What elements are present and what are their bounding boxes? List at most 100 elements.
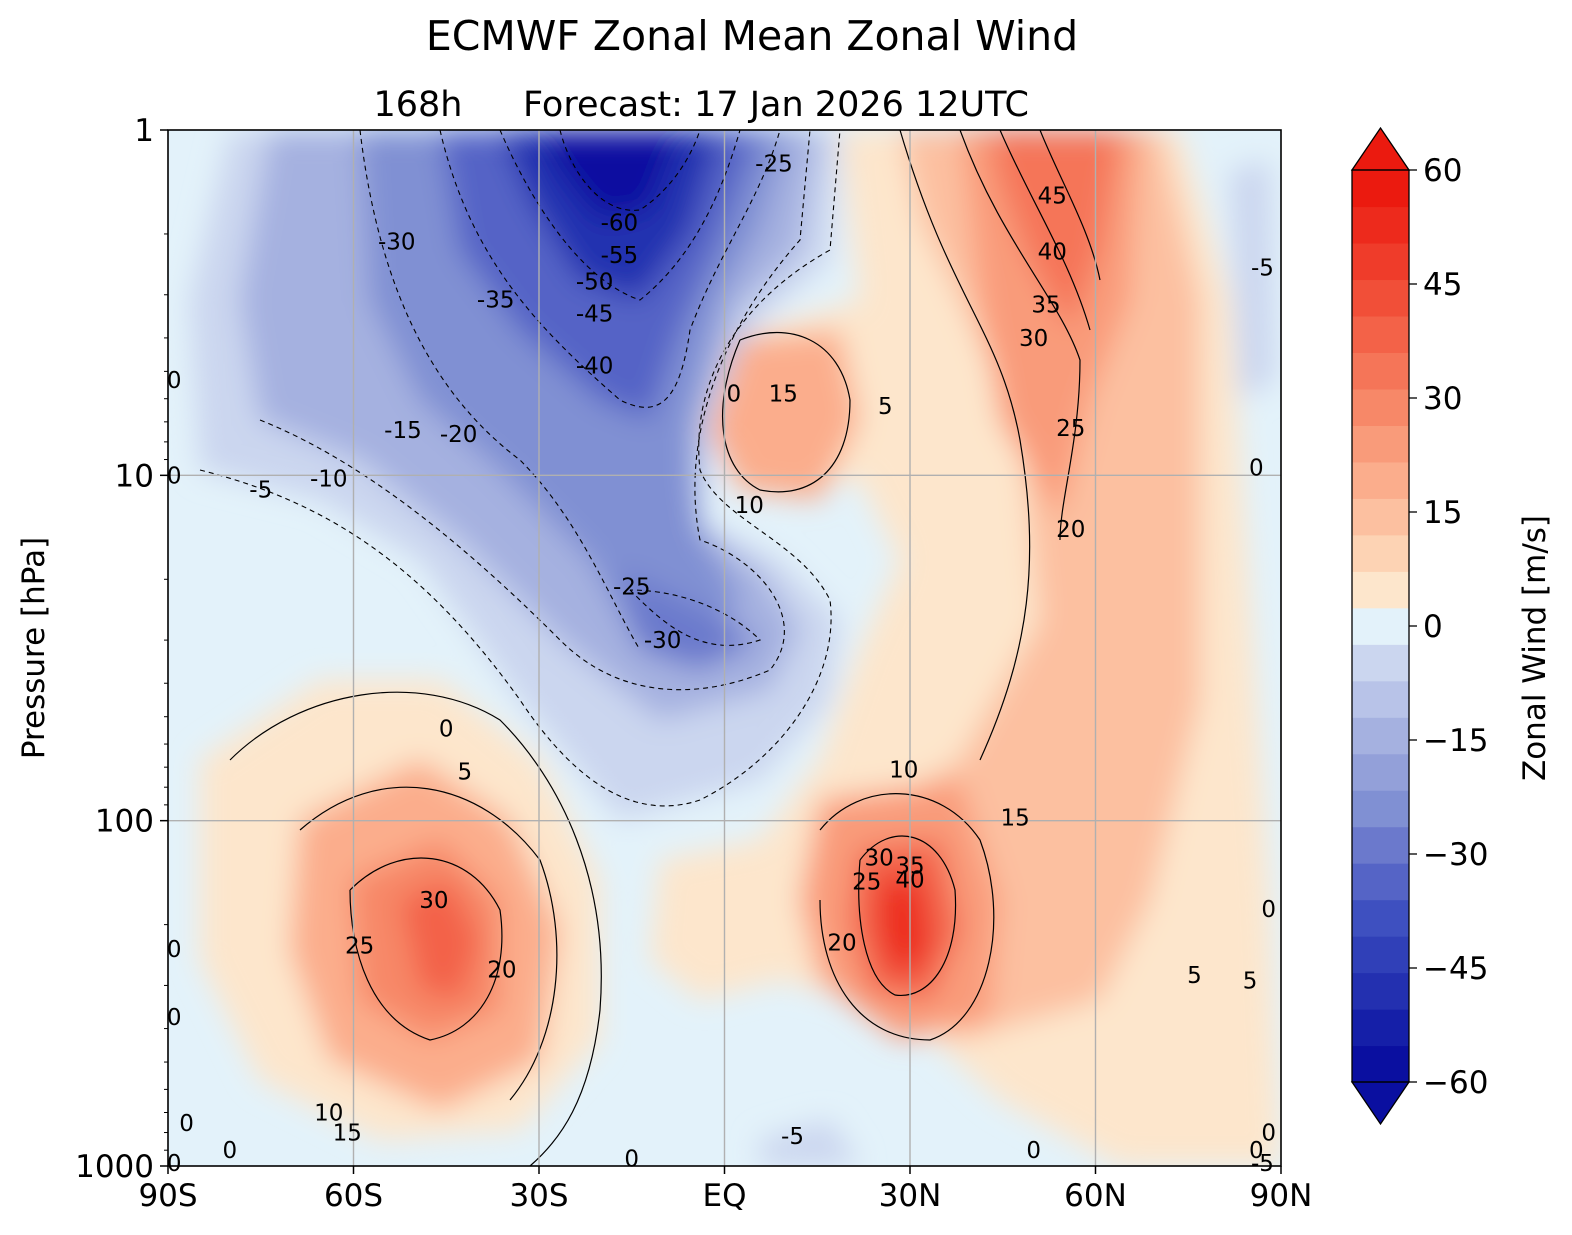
contour-label: 5 (1187, 963, 1202, 989)
contour-label: 5 (457, 759, 472, 785)
colorbar-swatch (1352, 899, 1409, 937)
contour-label: -5 (249, 478, 272, 504)
y-tick-label: 1000 (75, 1149, 154, 1185)
colorbar-swatch (1352, 461, 1409, 499)
contour-label: -5 (1251, 255, 1274, 281)
contour-label: 0 (439, 716, 454, 742)
colorbar-swatch (1352, 717, 1409, 755)
colorbar-tick-label: 45 (1423, 267, 1462, 303)
contour-label: -45 (576, 302, 614, 328)
colorbar-label: Zonal Wind [m/s] (1517, 515, 1553, 781)
colorbar-swatch (1352, 534, 1409, 572)
contour-labels: -25-60-55-50-45-40-35-30-20-15-10-500-25… (167, 151, 1276, 1177)
contour-label: 0 (223, 1138, 238, 1164)
contour-label: 5 (878, 394, 893, 420)
contour-label: 0 (179, 1111, 194, 1137)
contour-label: -40 (576, 353, 614, 379)
contour-label: 0 (726, 382, 741, 408)
colorbar-swatch (1352, 571, 1409, 609)
y-tick-label: 100 (95, 804, 154, 840)
contour-label: 20 (1056, 517, 1085, 543)
contour-label: 25 (1056, 416, 1085, 442)
contour-label: 40 (1038, 240, 1067, 266)
chart-title: ECMWF Zonal Mean Zonal Wind (426, 12, 1078, 60)
colorbar-swatch (1352, 242, 1409, 281)
contour-label: -15 (384, 418, 422, 444)
contour-label: 0 (167, 368, 182, 394)
contour-label: 45 (1038, 184, 1067, 210)
colorbar-swatch (1352, 279, 1409, 317)
colorbar-swatch (1352, 790, 1409, 828)
x-tick-label: 60N (1064, 1178, 1127, 1214)
colorbar-swatch (1352, 170, 1409, 208)
colorbar-extend-max (1350, 126, 1411, 171)
contour-label: 15 (333, 1121, 362, 1147)
colorbar-swatch (1352, 680, 1409, 718)
x-tick-label: 90N (1250, 1178, 1313, 1214)
contour-label: 0 (1249, 1138, 1264, 1164)
contour-label: -55 (601, 243, 639, 269)
colorbar-swatch (1352, 753, 1409, 791)
contour-label: 35 (895, 854, 924, 880)
colorbar-tick-label: −15 (1423, 723, 1488, 759)
y-tick-label: 1 (134, 113, 154, 149)
colorbar-tick-label: 0 (1423, 609, 1443, 645)
colorbar-swatch (1352, 352, 1409, 390)
colorbar-swatch (1352, 425, 1409, 463)
contour-label: 0 (167, 1005, 182, 1031)
colorbar-swatch (1352, 936, 1409, 974)
contour-label: 15 (769, 382, 798, 408)
contour-label: -25 (613, 575, 651, 601)
contour-label: 15 (1000, 806, 1029, 832)
colorbar-tick-label: −60 (1423, 1065, 1488, 1101)
contour-label: -30 (644, 628, 682, 654)
contour-label: 30 (419, 888, 448, 914)
contour-label: 30 (1019, 326, 1048, 352)
contour-label: -5 (1251, 1151, 1274, 1177)
contour-label: 10 (889, 757, 918, 783)
contour-label: 0 (167, 937, 182, 963)
colorbar: 60 45 30 15 0 −15 −30 −45 −60 (1350, 126, 1488, 1126)
colorbar-tick-label: −30 (1423, 837, 1488, 873)
contour-label: 10 (314, 1101, 343, 1127)
x-tick-label: EQ (703, 1178, 747, 1214)
colorbar-swatch (1352, 388, 1409, 426)
colorbar-swatch (1352, 972, 1409, 1010)
contour-label: -30 (378, 229, 416, 255)
contour-label: -35 (477, 288, 515, 314)
contour-label: 0 (167, 463, 182, 489)
contour-label: 0 (1261, 897, 1276, 923)
chart-subtitle: Forecast: 17 Jan 2026 12UTC (523, 85, 1029, 125)
colorbar-swatch (1352, 1009, 1409, 1047)
colorbar-swatch (1352, 498, 1409, 536)
contour-label: -25 (755, 151, 793, 177)
contour-label: 25 (345, 934, 374, 960)
colorbar-swatch (1352, 863, 1409, 901)
contour-label: 40 (895, 867, 924, 893)
colorbar-extend-min (1350, 1081, 1411, 1126)
colorbar-swatch (1352, 644, 1409, 682)
x-tick-label: 30N (879, 1178, 942, 1214)
contour-label: 35 (1031, 292, 1060, 318)
x-tick-label: 30S (509, 1178, 568, 1214)
contour-label: 30 (864, 846, 893, 872)
contour-label: 0 (624, 1146, 639, 1172)
colorbar-swatch (1352, 607, 1409, 645)
contour-label: -10 (310, 466, 348, 492)
x-axis: 90S 60S 30S EQ 30N 60N 90N (138, 1166, 1312, 1214)
contour-label: -20 (440, 422, 478, 448)
contour-label: 10 (735, 493, 764, 519)
x-tick-label: 60S (324, 1178, 383, 1214)
contour-label: 20 (487, 958, 516, 984)
y-tick-label: 10 (115, 458, 154, 494)
contour-label: -50 (576, 270, 614, 296)
y-axis: 1 10 100 1000 (75, 113, 168, 1185)
contour-label: 0 (1249, 456, 1264, 482)
contour-label: 25 (852, 869, 881, 895)
contour-label: 5 (1243, 968, 1258, 994)
contour-label: 0 (1026, 1138, 1041, 1164)
colorbar-tick-label: 30 (1423, 381, 1462, 417)
colorbar-swatch (1352, 826, 1409, 864)
x-tick-label: 90S (138, 1178, 197, 1214)
